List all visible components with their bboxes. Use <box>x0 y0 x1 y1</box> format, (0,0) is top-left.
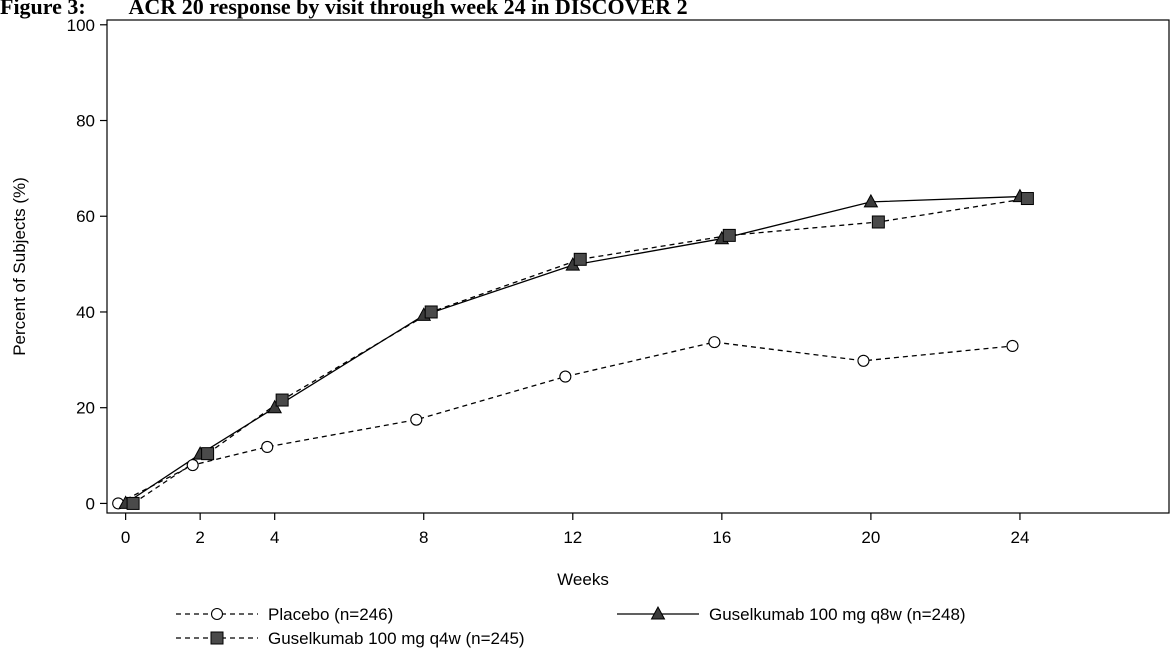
y-tick-label: 40 <box>76 303 95 322</box>
legend-swatch-marker-2 <box>650 605 666 620</box>
series-lines <box>117 195 1028 504</box>
x-axis-label: Weeks <box>557 570 609 589</box>
y-tick-label: 60 <box>76 207 95 226</box>
data-point-series-3 <box>275 393 289 407</box>
data-point-series-1 <box>1006 339 1019 353</box>
plot-area-border <box>106 19 1170 514</box>
legend-label-2: Guselkumab 100 mg q8w (n=248) <box>709 605 966 624</box>
data-point-series-1 <box>857 354 870 367</box>
data-point-series-2 <box>267 399 283 414</box>
series-line-1 <box>117 341 1013 504</box>
series-line-3 <box>132 197 1028 504</box>
x-tick-label: 4 <box>270 528 279 547</box>
data-point-series-2 <box>863 193 879 208</box>
figure-title: Figure 3: ACR 20 response by visit throu… <box>0 0 688 19</box>
plot-frame <box>106 19 1170 514</box>
legend-label-1: Placebo (n=246) <box>268 605 393 624</box>
data-point-series-3 <box>871 215 885 229</box>
x-tick-label: 20 <box>861 528 880 547</box>
x-tick-label: 0 <box>121 528 130 547</box>
x-tick-label: 16 <box>712 528 731 547</box>
data-point-series-1 <box>186 459 199 472</box>
legend: Placebo (n=246) Guselkumab 100 mg q8w (n=… <box>176 605 966 648</box>
data-point-series-3 <box>573 252 587 266</box>
data-point-series-1 <box>559 370 572 383</box>
data-point-series-1 <box>261 440 274 453</box>
x-tick-label: 2 <box>195 528 204 547</box>
y-tick-label: 20 <box>76 399 95 418</box>
y-tick-label: 0 <box>86 494 95 513</box>
data-point-series-3 <box>424 305 438 319</box>
x-tick-label: 24 <box>1010 528 1029 547</box>
data-point-series-1 <box>708 336 721 349</box>
y-axis-label: Percent of Subjects (%) <box>10 177 29 356</box>
data-point-series-3 <box>126 496 140 510</box>
data-point-series-3 <box>722 228 736 242</box>
x-tick-label: 8 <box>419 528 428 547</box>
legend-label-3: Guselkumab 100 mg q4w (n=245) <box>268 629 525 648</box>
data-point-series-1 <box>410 413 423 426</box>
y-tick-label: 80 <box>76 112 95 131</box>
legend-swatch-marker-1 <box>210 607 224 621</box>
data-point-series-3 <box>201 447 215 461</box>
series-line-2 <box>125 195 1020 504</box>
series-markers <box>112 188 1034 510</box>
data-point-series-3 <box>1020 192 1034 206</box>
legend-swatch-marker-3 <box>210 631 224 645</box>
y-tick-label: 100 <box>67 16 95 35</box>
x-tick-label: 12 <box>563 528 582 547</box>
